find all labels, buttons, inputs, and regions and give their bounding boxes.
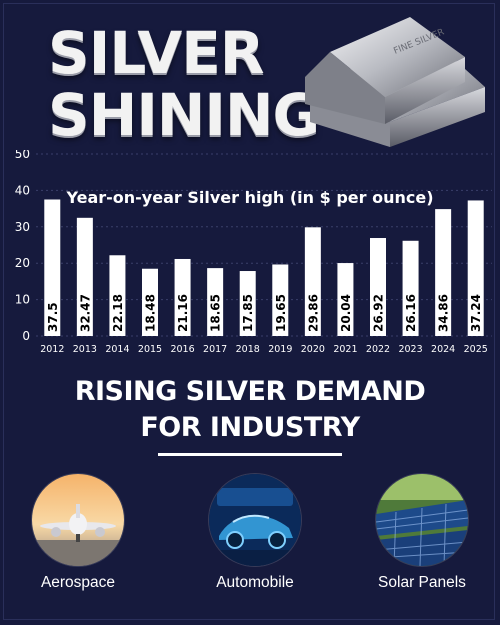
demand-title-line2: FOR INDUSTRY <box>140 412 360 443</box>
y-tick-label: 0 <box>22 329 30 343</box>
bar-value-label: 18.65 <box>209 294 223 332</box>
x-tick-label: 2024 <box>431 344 455 355</box>
bar-value-label: 37.5 <box>46 302 60 332</box>
x-tick-label: 2015 <box>138 344 162 355</box>
bar-value-label: 34.86 <box>437 294 451 332</box>
bar <box>370 238 386 336</box>
bar-value-label: 17.85 <box>241 294 255 332</box>
headline-silver: SILVER <box>48 19 264 87</box>
x-tick-label: 2012 <box>40 344 64 355</box>
x-tick-label: 2017 <box>203 344 227 355</box>
bar <box>44 199 61 336</box>
car-photo-icon <box>209 474 301 566</box>
chart-svg: 0 10 20 30 40 50 37.5 2012 32.47 2013 22.18 2014 18.… <box>15 150 492 355</box>
divider <box>158 453 342 456</box>
industry-label-automobile: Automobile <box>216 574 294 591</box>
x-tick-label: 2014 <box>105 344 129 355</box>
industry-aerospace: Aerospace <box>3 474 153 592</box>
x-tick-label: 2021 <box>333 344 357 355</box>
y-tick-label: 40 <box>15 183 30 197</box>
industry-label-aerospace: Aerospace <box>40 574 116 591</box>
bar <box>402 240 419 336</box>
x-tick-label: 2019 <box>268 344 292 355</box>
bar <box>239 271 256 336</box>
chart-title: Year-on-year Silver high (in $ per ounce… <box>66 188 434 207</box>
x-tick-label: 2016 <box>170 344 194 355</box>
bar-value-label: 19.65 <box>274 294 288 332</box>
x-tick-label: 2018 <box>236 344 260 355</box>
bar <box>435 209 452 336</box>
x-tick-label: 2025 <box>464 344 488 355</box>
silver-bars-image: FINE SILVER <box>305 17 485 147</box>
x-tick-label: 2013 <box>73 344 97 355</box>
bar-value-label: 18.48 <box>144 294 158 332</box>
bar <box>207 268 224 336</box>
bar-value-label: 26.16 <box>404 294 418 332</box>
solar-panel-photo-icon <box>376 474 468 566</box>
industry-label-solar-panels: Solar Panels <box>378 574 466 591</box>
bar-value-label: 21.16 <box>176 294 190 332</box>
bar <box>142 268 158 336</box>
bar-value-label: 20.04 <box>339 294 353 332</box>
y-tick-label: 50 <box>15 150 30 161</box>
page-frame <box>3 3 495 620</box>
x-tick-label: 2022 <box>366 344 390 355</box>
bar <box>272 264 289 336</box>
bar <box>304 227 321 336</box>
bar-value-label: 22.18 <box>111 294 125 332</box>
silver-price-chart: 0 10 20 30 40 50 37.5 2012 32.47 2013 22.18 2014 18.… <box>0 150 500 365</box>
bar-value-label: 32.47 <box>78 294 92 332</box>
y-tick-label: 30 <box>15 220 30 234</box>
x-tick-label: 2020 <box>301 344 325 355</box>
bar <box>337 263 354 336</box>
bar-value-label: 37.24 <box>469 294 483 332</box>
industry-automobile: Automobile <box>180 474 330 592</box>
bar <box>109 255 126 336</box>
headline-shining: SHINING <box>48 81 320 149</box>
y-tick-label: 20 <box>15 256 30 270</box>
bar <box>467 200 484 336</box>
x-tick-label: 2023 <box>398 344 422 355</box>
bar <box>76 217 93 336</box>
bar-value-label: 26.92 <box>372 294 386 332</box>
bar <box>174 258 191 336</box>
bar-value-label: 29.86 <box>306 294 320 332</box>
industry-solar-panels: Solar Panels <box>347 474 497 592</box>
y-tick-label: 10 <box>15 293 30 307</box>
airplane-photo-icon <box>32 474 124 566</box>
demand-title-line1: RISING SILVER DEMAND <box>74 376 426 407</box>
